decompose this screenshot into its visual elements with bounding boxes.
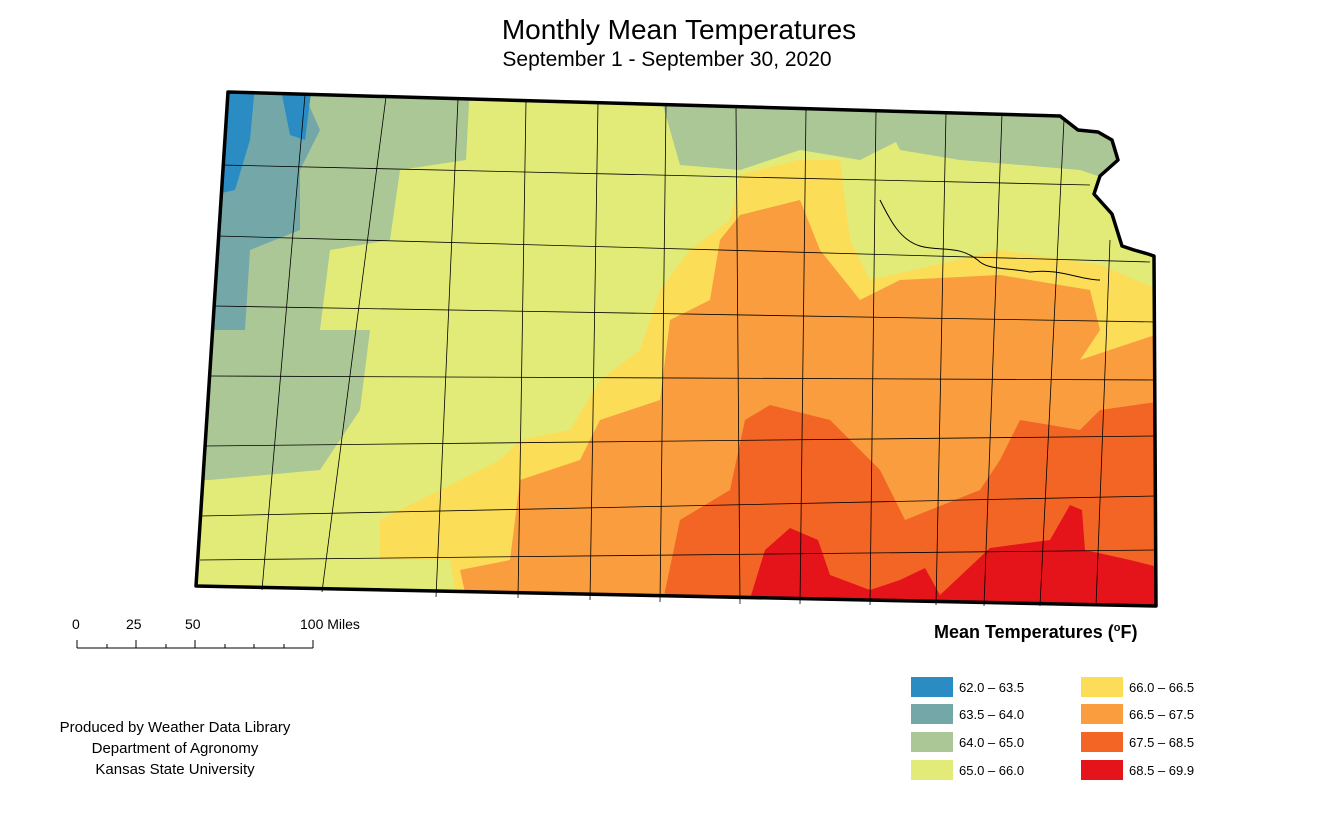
scale-label-25: 25 — [126, 616, 142, 632]
legend-title: Mean Temperatures (oF) — [934, 622, 1137, 643]
legend-swatch — [1081, 704, 1123, 724]
temperature-zones — [196, 92, 1156, 606]
kansas-river — [879, 199, 1101, 281]
scale-label-0: 0 — [72, 616, 80, 632]
legend-title-text: Mean Temperatures ( — [934, 622, 1114, 642]
county-boundaries — [195, 91, 1157, 607]
scale-label-50: 50 — [185, 616, 201, 632]
legend-label: 66.5 – 67.5 — [1129, 707, 1195, 722]
legend-title-degree: o — [1113, 622, 1121, 634]
map-subtitle: September 1 - September 30, 2020 — [502, 48, 832, 71]
scale-bar: 0 25 50 100 Miles — [60, 616, 400, 656]
legend-label: 66.0 – 66.5 — [1129, 680, 1195, 695]
credits: Produced by Weather Data Library Departm… — [38, 717, 312, 780]
legend-swatch — [1081, 760, 1123, 780]
legend-swatch — [911, 704, 953, 724]
legend-label: 67.5 – 68.5 — [1129, 735, 1195, 750]
credit-line: Produced by Weather Data Library — [59, 719, 291, 736]
zone-62-63-north — [280, 92, 312, 140]
legend-label: 65.0 – 66.0 — [959, 763, 1025, 778]
scale-bar-ruler — [76, 640, 314, 649]
state-boundary — [194, 90, 1158, 608]
legend-swatch — [1081, 677, 1123, 697]
scale-label-100-miles: 100 Miles — [300, 616, 360, 632]
legend-label: 63.5 – 64.0 — [959, 707, 1025, 722]
legend-swatch — [911, 732, 953, 752]
legend-swatch — [911, 677, 953, 697]
legend-swatch — [911, 760, 953, 780]
legend-label: 62.0 – 63.5 — [959, 680, 1025, 695]
legend-title-unit: F) — [1120, 622, 1138, 642]
credit-line: Department of Agronomy — [91, 740, 259, 757]
zone-68-5-69-9 — [745, 505, 1156, 606]
legend-label: 68.5 – 69.9 — [1129, 763, 1195, 778]
zone-64-65-north-central — [660, 95, 900, 170]
credit-line: Kansas State University — [95, 761, 255, 778]
map-title: Monthly Mean Temperatures — [501, 14, 857, 45]
legend-label: 64.0 – 65.0 — [959, 735, 1025, 750]
legend-swatch — [1081, 732, 1123, 752]
